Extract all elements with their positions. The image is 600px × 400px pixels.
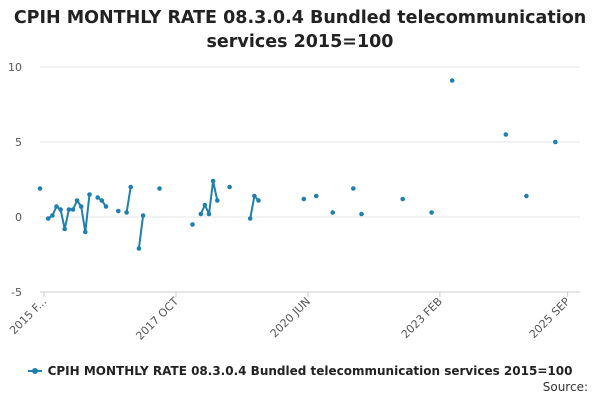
data-point: [330, 210, 336, 215]
legend-label: CPIH MONTHLY RATE 08.3.0.4 Bundled telec…: [47, 364, 573, 378]
chart-title: CPIH MONTHLY RATE 08.3.0.4 Bundled telec…: [0, 6, 600, 54]
data-point: [210, 178, 216, 184]
data-point: [74, 198, 80, 203]
series-line: [137, 215, 145, 249]
data-point: [247, 216, 253, 221]
data-point: [503, 132, 509, 137]
y-tick-label: 5: [15, 136, 22, 149]
data-point: [37, 186, 43, 191]
data-point: [62, 226, 67, 232]
data-point: [227, 184, 232, 190]
chart-title-line-1: CPIH MONTHLY RATE 08.3.0.4 Bundled telec…: [13, 8, 587, 28]
data-point: [78, 204, 84, 209]
data-point: [140, 213, 146, 218]
legend-swatch-icon: [27, 367, 42, 374]
data-point: [215, 198, 220, 203]
data-point: [116, 208, 121, 214]
data-point: [50, 213, 55, 218]
x-tick-label: 2015 F...: [7, 295, 49, 337]
series-line: [47, 194, 91, 233]
data-point: [313, 193, 319, 199]
series-line: [125, 186, 132, 213]
data-point: [103, 204, 109, 209]
data-point: [136, 246, 142, 251]
data-point: [70, 207, 76, 212]
data-point: [553, 139, 558, 145]
data-point: [198, 211, 204, 217]
data-point: [124, 210, 129, 215]
series-line: [199, 180, 219, 215]
data-point: [190, 222, 195, 227]
source-label: Source:: [542, 380, 588, 394]
x-tick-label: 2025 SEP: [527, 295, 573, 341]
data-point: [54, 204, 59, 209]
data-point: [202, 202, 208, 208]
data-point: [128, 184, 133, 190]
x-tick-label: 2017 OCT: [133, 295, 181, 343]
y-tick-label: -5: [11, 286, 22, 299]
data-point: [359, 211, 364, 217]
data-point: [400, 196, 406, 202]
gridlines: [40, 66, 580, 293]
data-point: [58, 207, 63, 212]
legend[interactable]: CPIH MONTHLY RATE 08.3.0.4 Bundled telec…: [0, 364, 600, 378]
x-tick-label: 2023 FEB: [399, 295, 445, 341]
data-point: [66, 207, 72, 212]
series-layer: [37, 78, 558, 251]
data-point: [256, 198, 261, 203]
data-point: [99, 198, 105, 203]
data-point: [449, 78, 455, 83]
data-point: [95, 195, 100, 200]
data-point: [252, 193, 257, 199]
axes: -5 0 5 10 2015 F... 2017 OCT 2020 JUN 2023 FEB 2…: [7, 61, 580, 343]
data-point: [429, 210, 434, 215]
data-point: [157, 186, 162, 191]
y-tick-label: 10: [8, 61, 22, 74]
x-tick-label: 2020 JUN: [268, 295, 313, 340]
data-point: [87, 192, 92, 197]
data-point: [206, 211, 212, 217]
data-point: [351, 186, 356, 191]
data-point: [524, 193, 529, 199]
data-point: [45, 216, 51, 221]
data-point: [301, 196, 307, 202]
chart-title-line-2: services 2015=100: [206, 32, 394, 52]
y-tick-label: 0: [15, 211, 22, 224]
data-point: [83, 229, 88, 235]
